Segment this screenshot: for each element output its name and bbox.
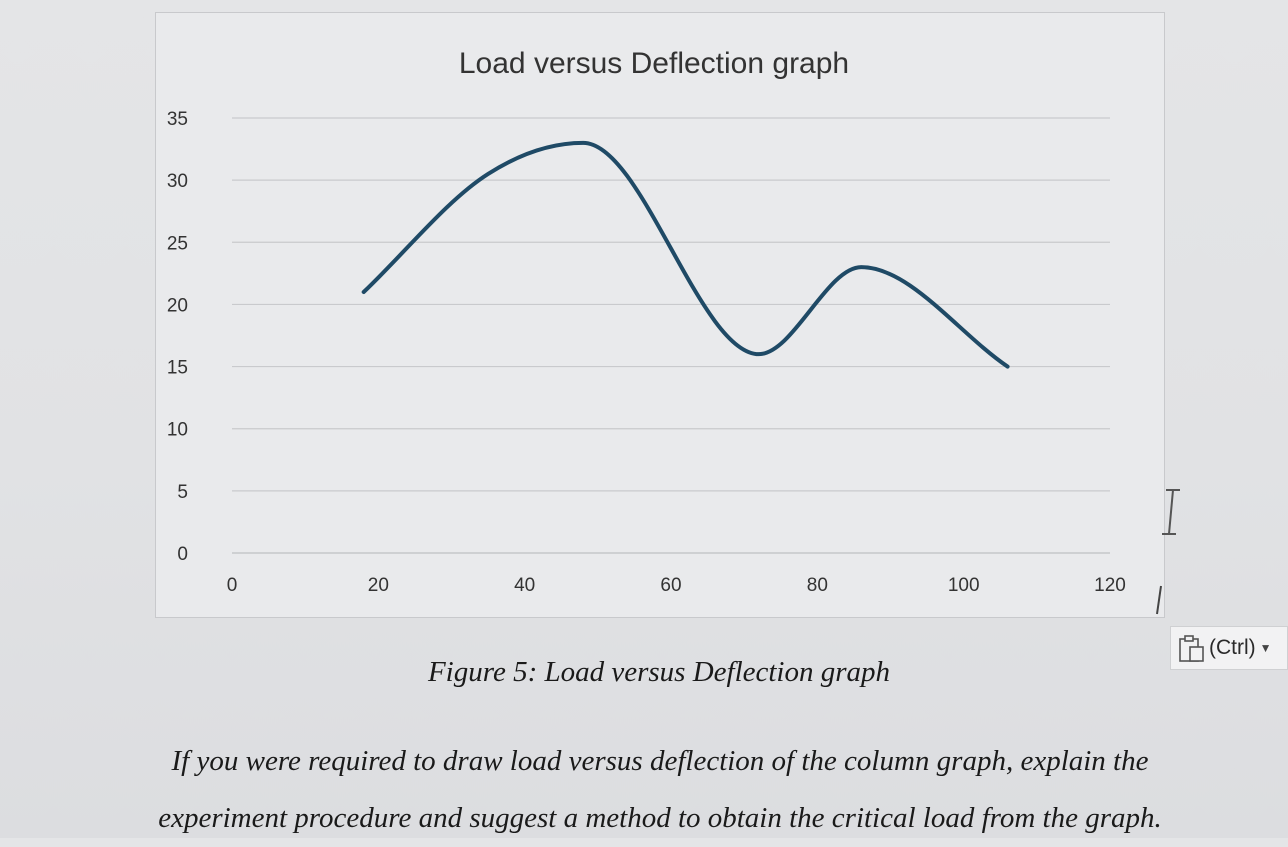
y-tick-label: 10 (167, 420, 188, 441)
ibeam-cursor-icon (1162, 489, 1180, 535)
insertion-caret (1156, 585, 1162, 615)
x-tick-label: 80 (807, 575, 828, 596)
chart-title: Load versus Deflection graph (459, 47, 849, 80)
gridlines (232, 117, 1110, 554)
y-axis-tick-labels: 0 5 10 15 20 25 30 35 (167, 109, 188, 565)
y-tick-label: 5 (177, 482, 188, 503)
load-deflection-chart: Load versus Deflection graph 0 5 10 15 20 25 3… (167, 47, 1126, 596)
x-tick-label: 20 (368, 575, 389, 596)
x-tick-label: 100 (948, 575, 980, 596)
question-line-2: experiment procedure and suggest a metho… (158, 802, 1162, 834)
x-tick-label: 60 (660, 575, 681, 596)
chevron-down-icon: ▼ (1259, 641, 1272, 655)
x-tick-label: 40 (514, 575, 535, 596)
question-text: If you were required to draw load versus… (60, 733, 1260, 847)
chart-container[interactable]: Load versus Deflection graph 0 5 10 15 20 25 3… (155, 12, 1165, 618)
paste-options-button[interactable]: (Ctrl) ▼ (1170, 626, 1288, 670)
y-tick-label: 20 (167, 295, 188, 316)
y-tick-label: 25 (167, 233, 188, 254)
clipboard-icon (1179, 635, 1204, 662)
ctrl-label: (Ctrl) (1209, 636, 1256, 659)
figure-caption: Figure 5: Load versus Deflection graph (427, 656, 891, 688)
x-tick-label: 120 (1094, 575, 1126, 596)
series-layer (361, 140, 1010, 369)
y-tick-label: 15 (167, 358, 188, 379)
series-line (361, 140, 1010, 369)
y-tick-label: 30 (167, 171, 188, 192)
y-tick-label: 0 (177, 544, 188, 565)
question-line-1: If you were required to draw load versus… (171, 745, 1149, 777)
x-axis-tick-labels: 0 20 40 60 80 100 120 (227, 575, 1126, 596)
y-tick-label: 35 (167, 109, 188, 130)
x-tick-label: 0 (227, 575, 238, 596)
